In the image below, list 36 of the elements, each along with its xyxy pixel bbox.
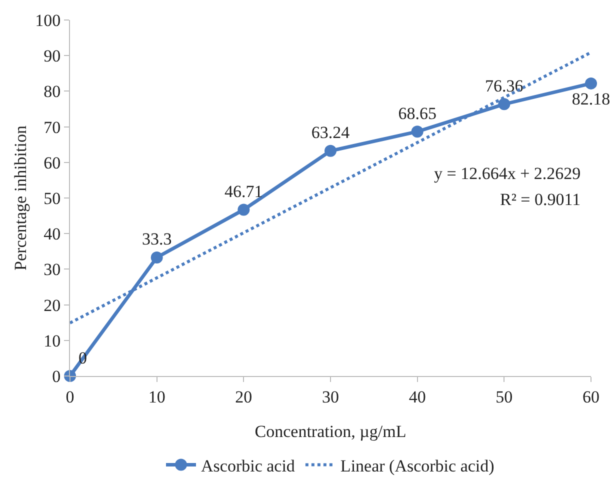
- y-tick-label: 20: [44, 296, 61, 315]
- data-label: 33.3: [142, 230, 172, 249]
- point: [498, 98, 510, 110]
- x-tick-label: 50: [496, 387, 513, 406]
- y-tick-label: 60: [44, 153, 61, 172]
- y-tick-label: 90: [44, 46, 61, 66]
- x-tick-label: 20: [235, 387, 252, 406]
- point: [324, 144, 336, 157]
- point: [150, 251, 163, 264]
- y-tick-label: 100: [35, 10, 61, 30]
- legend-label: Ascorbic acid: [201, 456, 296, 476]
- y-tick-label: 50: [44, 188, 61, 208]
- data-label: 82.18: [572, 90, 610, 109]
- x-tick-label: 60: [582, 387, 600, 406]
- y-tick-label: 0: [52, 366, 61, 386]
- y-tick-label: 10: [44, 331, 61, 350]
- annotation: R² = 0.9011: [500, 190, 581, 209]
- y-tick-label: 80: [44, 82, 61, 102]
- y-axis-title: Percentage inhibition: [11, 125, 30, 270]
- y-tick-label: 30: [44, 260, 61, 280]
- data-label: 68.65: [398, 104, 436, 123]
- data-label: 63.24: [311, 123, 350, 142]
- x-tick-label: 10: [148, 387, 166, 406]
- x-tick-label: 30: [322, 387, 339, 406]
- x-tick-label: 0: [66, 387, 74, 406]
- x-axis-title: Concentration, µg/mL: [254, 422, 406, 441]
- y-tick-label: 40: [44, 224, 61, 244]
- point: [411, 126, 424, 138]
- legend-label: Linear (Ascorbic acid): [340, 456, 494, 476]
- y-tick-label: 70: [44, 118, 61, 137]
- x-tick-label: 40: [408, 387, 426, 406]
- point: [585, 77, 597, 90]
- data-label: 46.71: [224, 182, 263, 201]
- data-label: 76.36: [485, 76, 524, 96]
- annotation: y = 12.664x + 2.2629: [434, 164, 581, 183]
- point: [238, 204, 250, 216]
